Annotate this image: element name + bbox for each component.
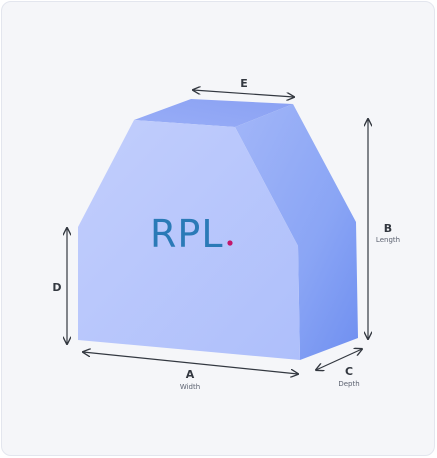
dimension-a-arrow xyxy=(83,352,298,374)
dimension-b-label: Length xyxy=(376,236,400,244)
dimension-c-label: Depth xyxy=(338,380,359,388)
dimension-c-letter: C xyxy=(345,365,353,378)
dimension-b-letter: B xyxy=(384,222,392,235)
logo-dot xyxy=(227,240,233,246)
dimension-c-arrow xyxy=(316,349,362,370)
logo-text: RPL xyxy=(150,212,224,256)
block-top-face xyxy=(134,99,293,127)
dimension-a-label: Width xyxy=(180,383,200,391)
foam-block xyxy=(78,99,358,360)
dimension-d-letter: D xyxy=(52,281,61,294)
rpl-logo: RPL xyxy=(150,212,233,256)
block-side-face xyxy=(235,104,358,360)
dimension-e-letter: E xyxy=(240,77,248,90)
block-front-face xyxy=(78,120,300,360)
dimension-a-letter: A xyxy=(186,368,195,381)
dimension-e-arrow xyxy=(193,90,294,97)
